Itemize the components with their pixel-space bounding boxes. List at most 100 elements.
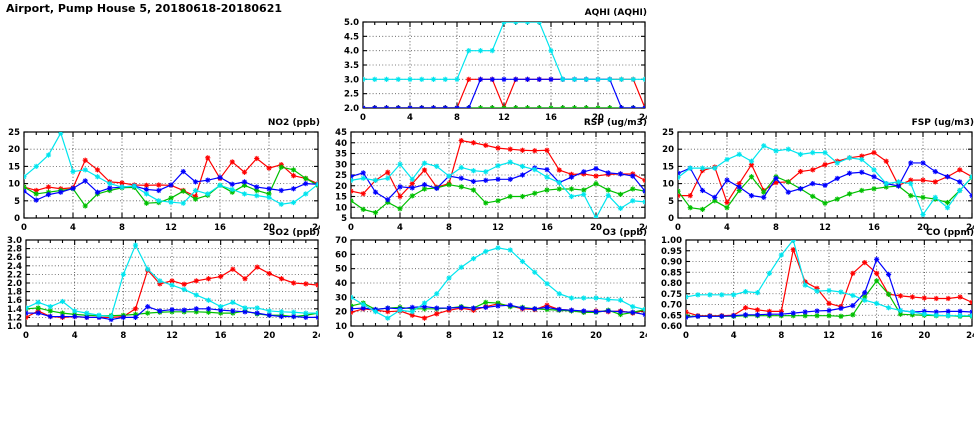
plot-area-rsp: 5101520253035404504812162024	[335, 128, 647, 230]
y-tick-label: 0	[14, 214, 20, 224]
series-day4	[26, 242, 318, 320]
y-tick-label: 10	[662, 180, 674, 190]
x-tick-label: 12	[492, 223, 504, 230]
y-tick-label: 20	[335, 182, 347, 192]
y-tick-label: 3.0	[7, 236, 22, 246]
x-tick-label: 20	[263, 331, 275, 341]
plot-area-aqhi: 2.0 2.5 3.0 3.5 4.0 4.5 5.0 0 4 8 12 16 20 24	[344, 18, 647, 120]
panel-rsp: 5101520253035404504812162024 RSP (ug/m3)	[327, 118, 647, 230]
x-tick-label: 16	[541, 331, 553, 341]
y-tick-label: 40	[335, 279, 347, 289]
x-tick-label: 24	[639, 113, 647, 120]
y-tick-label: 40	[335, 139, 347, 149]
series-day3	[26, 304, 318, 323]
y-tick-label: 15	[662, 162, 674, 172]
y-tick-label: 0.90	[661, 258, 682, 268]
plot-area-so2: 1.01.21.41.61.82.02.22.42.62.83.0 0 4 8 12 16…	[7, 236, 320, 341]
y-tick-label: 15	[335, 193, 347, 203]
y-tick-label: 25	[662, 128, 674, 138]
y-tick-label: 5	[14, 197, 20, 207]
panel-so2: 1.0 1.2 1.4 1.6 1.8 2.0 2.2 2.4 2.6 2.8 3.0 0 4 8 12 16…	[0, 228, 320, 343]
x-tick-label: 16	[871, 331, 883, 341]
panel-title-o3: O3 (ppb)	[602, 228, 647, 238]
x-tick-label: 20	[592, 113, 604, 120]
x-tick-label: 0	[683, 331, 689, 341]
y-tick-label: 20	[662, 145, 674, 155]
y-tick-label: 1.0	[7, 322, 22, 332]
x-tick-label: 20	[917, 223, 929, 230]
panel-title-no2: NO2 (ppb)	[267, 118, 320, 128]
x-tick-label: 12	[819, 223, 831, 230]
y-tick-label: 0.60	[661, 322, 682, 332]
x-tick-label: 8	[119, 223, 125, 230]
plot-area-fsp: 0 5 10 15 20 25 0 4 8 12 16 20 24	[662, 128, 974, 230]
y-tick-label: 2.2	[7, 270, 22, 280]
plot-area-o3: 10 20 30 40 50 60 70 0 4 8 12 16 20 24	[335, 236, 647, 341]
x-tick-label: 12	[498, 113, 510, 120]
x-tick-label: 4	[70, 223, 76, 230]
y-tick-label: 70	[335, 236, 347, 246]
y-tick-label: 1.4	[7, 305, 22, 315]
x-tick-label: 0	[21, 223, 27, 230]
x-tick-label: 0	[348, 223, 354, 230]
x-tick-label: 12	[492, 331, 504, 341]
x-tick-label: 24	[639, 223, 647, 230]
y-tick-label: 0.70	[661, 301, 682, 311]
x-tick-label: 12	[823, 331, 835, 341]
x-tick-label: 0	[360, 113, 366, 120]
y-tick-label: 15	[8, 162, 20, 172]
y-tick-label: 30	[335, 293, 347, 303]
y-tick-label: 2.6	[7, 253, 22, 263]
x-tick-label: 24	[639, 331, 647, 341]
y-tick-label: 0.85	[661, 268, 682, 278]
x-tick-label: 16	[541, 223, 553, 230]
x-tick-label: 4	[731, 331, 737, 341]
y-tick-label: 1.8	[7, 288, 22, 298]
x-tick-label: 8	[454, 113, 460, 120]
y-tick-label: 0.80	[661, 279, 682, 289]
y-tick-label: 2.5	[344, 90, 359, 100]
y-tick-label: 5	[341, 214, 347, 224]
y-tick-label: 60	[335, 250, 347, 260]
x-tick-label: 16	[215, 331, 227, 341]
series-day4	[24, 132, 318, 207]
x-tick-label: 20	[918, 331, 930, 341]
y-tick-label: 4.0	[344, 47, 359, 57]
x-tick-label: 0	[348, 331, 354, 341]
x-tick-label: 24	[312, 331, 320, 341]
series-day4	[678, 143, 972, 218]
x-tick-label: 24	[966, 331, 974, 341]
panel-title-so2: SO2 (ppb)	[268, 228, 320, 238]
x-tick-label: 20	[590, 331, 602, 341]
panel-fsp: 0 5 10 15 20 25 0 4 8 12 16 20 24 FSP (ug/m3)	[654, 118, 974, 230]
x-tick-label: 20	[590, 223, 602, 230]
panel-title-rsp: RSP (ug/m3)	[583, 118, 647, 128]
x-tick-label: 24	[312, 223, 320, 230]
series-day4	[351, 245, 645, 321]
y-tick-label: 25	[335, 171, 347, 181]
y-tick-label: 20	[8, 145, 20, 155]
panel-aqhi: 2.0 2.5 3.0 3.5 4.0 4.5 5.0 0 4 8 12 16 20 24 AQHI (A…	[327, 8, 647, 120]
series-day4	[363, 22, 645, 82]
x-tick-label: 12	[165, 223, 177, 230]
y-tick-label: 1.2	[7, 313, 22, 323]
y-tick-label: 10	[335, 322, 347, 332]
x-tick-label: 16	[214, 223, 226, 230]
panel-o3: 10 20 30 40 50 60 70 0 4 8 12 16 20 24 O3 (ppb)	[327, 228, 647, 343]
y-tick-label: 50	[335, 265, 347, 275]
y-tick-label: 3.5	[344, 61, 359, 71]
x-tick-label: 8	[446, 331, 452, 341]
y-tick-label: 5	[668, 197, 674, 207]
y-tick-label: 3.0	[344, 75, 359, 85]
y-tick-label: 1.00	[661, 236, 682, 246]
x-tick-label: 12	[166, 331, 178, 341]
y-tick-label: 0.95	[661, 247, 682, 257]
y-tick-label: 2.0	[7, 279, 22, 289]
y-tick-label: 25	[8, 128, 20, 138]
y-tick-label: 2.8	[7, 245, 22, 255]
plot-area-no2: 0 5 10 15 20 25 0 4 8 12 16 20 24	[8, 128, 320, 230]
x-tick-label: 8	[446, 223, 452, 230]
x-tick-label: 20	[263, 223, 275, 230]
x-tick-label: 8	[778, 331, 784, 341]
y-tick-label: 4.5	[344, 32, 359, 42]
